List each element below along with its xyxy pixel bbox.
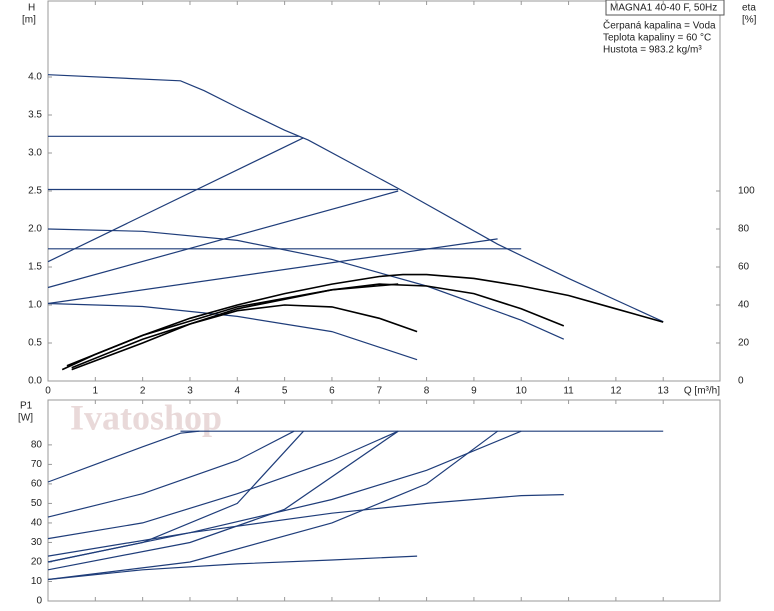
x-tick-label: 8 <box>424 386 430 397</box>
y-tick-label: 0 <box>36 596 42 607</box>
x-tick-label: 5 <box>282 386 288 397</box>
x-tick-label: 9 <box>471 386 477 397</box>
x-tick-label: 11 <box>563 386 574 397</box>
y-tick-label: 1.0 <box>28 300 42 311</box>
curve <box>47 430 498 581</box>
y2-tick-label: 100 <box>738 186 755 197</box>
y2-tick-label: 60 <box>738 262 750 273</box>
y-label: H <box>28 3 35 14</box>
annotation: Čerpaná kapalina = Voda <box>603 19 716 32</box>
x-tick-label: 12 <box>610 386 622 397</box>
x-tick-label: 13 <box>658 386 670 397</box>
annotation: Teplota kapaliny = 60 °C <box>603 33 711 44</box>
efficiency-curve <box>61 273 664 371</box>
curve <box>47 238 498 305</box>
y-tick-label: 0.5 <box>28 338 42 349</box>
curve <box>47 137 304 263</box>
y-tick-label: 70 <box>31 459 43 470</box>
x-tick-label: 6 <box>329 386 335 397</box>
info-box <box>605 0 725 16</box>
curve <box>47 494 564 563</box>
curve <box>47 555 418 581</box>
y-tick-label: 3.0 <box>28 148 42 159</box>
curve <box>47 430 399 571</box>
y-tick-label: 3.5 <box>28 110 42 121</box>
curve <box>47 74 664 323</box>
curve <box>47 228 565 340</box>
curve <box>47 430 200 483</box>
y2-tick-label: 40 <box>738 300 750 311</box>
y-tick-label: 10 <box>31 576 43 587</box>
efficiency-curve <box>71 283 565 369</box>
y-tick-label: 20 <box>31 557 43 568</box>
y2-tick-label: 0 <box>738 376 744 387</box>
x-tick-label: 2 <box>140 386 146 397</box>
curve <box>47 430 304 563</box>
y-unit: [W] <box>18 413 33 424</box>
x-tick-label: 0 <box>45 386 51 397</box>
y-tick-label: 50 <box>31 498 43 509</box>
y2-tick-label: 80 <box>738 224 750 235</box>
y-tick-label: 60 <box>31 479 43 490</box>
y-tick-label: 4.0 <box>28 72 42 83</box>
curve <box>47 302 418 361</box>
y2-label: eta <box>742 3 756 14</box>
x-tick-label: 1 <box>93 386 99 397</box>
y2-unit: [%] <box>742 15 757 26</box>
y-label: P1 <box>20 401 33 412</box>
x-tick-label: 4 <box>235 386 241 397</box>
y-tick-label: 0.0 <box>28 376 42 387</box>
annotation: MAGNA1 40-40 F, 50Hz <box>610 3 717 14</box>
y-unit: [m] <box>22 15 36 26</box>
y2-tick-label: 20 <box>738 338 750 349</box>
y-tick-label: 30 <box>31 537 43 548</box>
bottom-frame <box>47 399 721 602</box>
curve <box>47 430 522 557</box>
curve <box>47 430 295 518</box>
efficiency-curve <box>71 304 418 371</box>
y-tick-label: 2.0 <box>28 224 42 235</box>
annotation: Hustota = 983.2 kg/m³ <box>603 45 702 56</box>
x-label: Q [m³/h] <box>684 386 720 397</box>
y-tick-label: 2.5 <box>28 186 42 197</box>
y-tick-label: 1.5 <box>28 262 42 273</box>
y-tick-label: 40 <box>31 518 43 529</box>
x-tick-label: 3 <box>187 386 193 397</box>
y-tick-label: 80 <box>31 440 43 451</box>
top-frame <box>47 0 721 382</box>
x-tick-label: 10 <box>516 386 528 397</box>
curve <box>47 430 399 540</box>
x-tick-label: 7 <box>376 386 382 397</box>
